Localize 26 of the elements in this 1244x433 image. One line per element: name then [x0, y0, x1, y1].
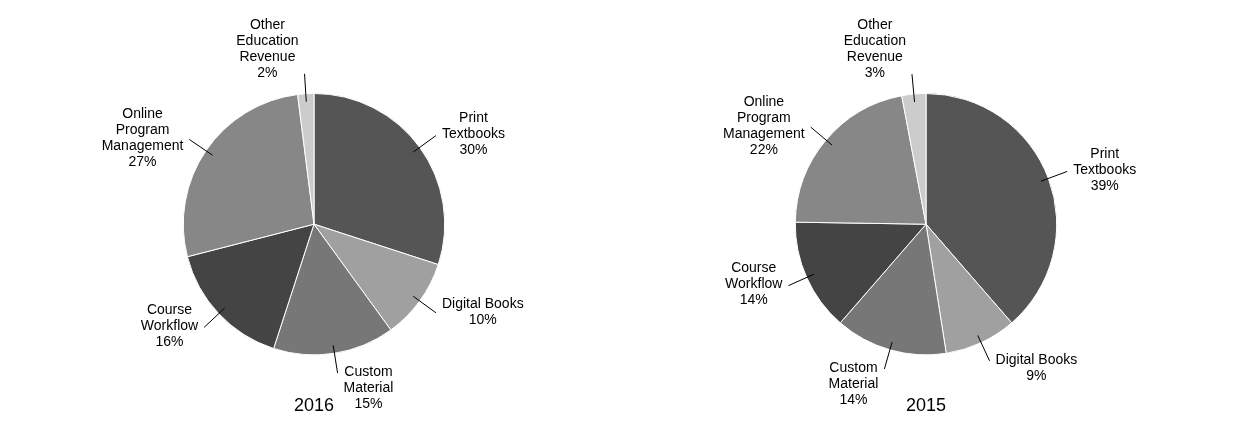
data-label: 3%	[864, 64, 885, 81]
data-label: 9%	[1026, 366, 1047, 383]
data-label: 15%	[354, 394, 383, 411]
data-label: 30%	[459, 141, 488, 158]
data-label: 14%	[839, 390, 868, 407]
data-label: 14%	[739, 291, 768, 308]
slice-label: Digital Books	[441, 294, 524, 311]
slice-label: Online Program Management	[101, 105, 184, 154]
data-label: 16%	[155, 333, 184, 350]
slice-label: Print Textbooks	[1073, 145, 1137, 178]
text: 2015	[905, 395, 947, 416]
slice-label: Course Workflow	[725, 259, 784, 292]
data-label: 27%	[128, 153, 157, 170]
data-label: 2%	[257, 63, 278, 80]
slice-label: Print Textbooks	[441, 109, 505, 142]
data-label: 39%	[1090, 177, 1119, 194]
text: 2016	[293, 395, 335, 416]
slice-label: Other Education Revenue	[236, 15, 299, 64]
data-label: 22%	[749, 140, 778, 157]
slice-label: Course Workflow	[140, 301, 200, 334]
slice-label: Digital Books	[995, 350, 1078, 367]
slice-label: Other Education Revenue	[843, 16, 906, 65]
data-label: 10%	[468, 310, 497, 327]
slice-label: Online Program Management	[723, 92, 805, 141]
slice-label: Custom Material	[343, 362, 394, 395]
slice-label: Custom Material	[828, 358, 879, 391]
